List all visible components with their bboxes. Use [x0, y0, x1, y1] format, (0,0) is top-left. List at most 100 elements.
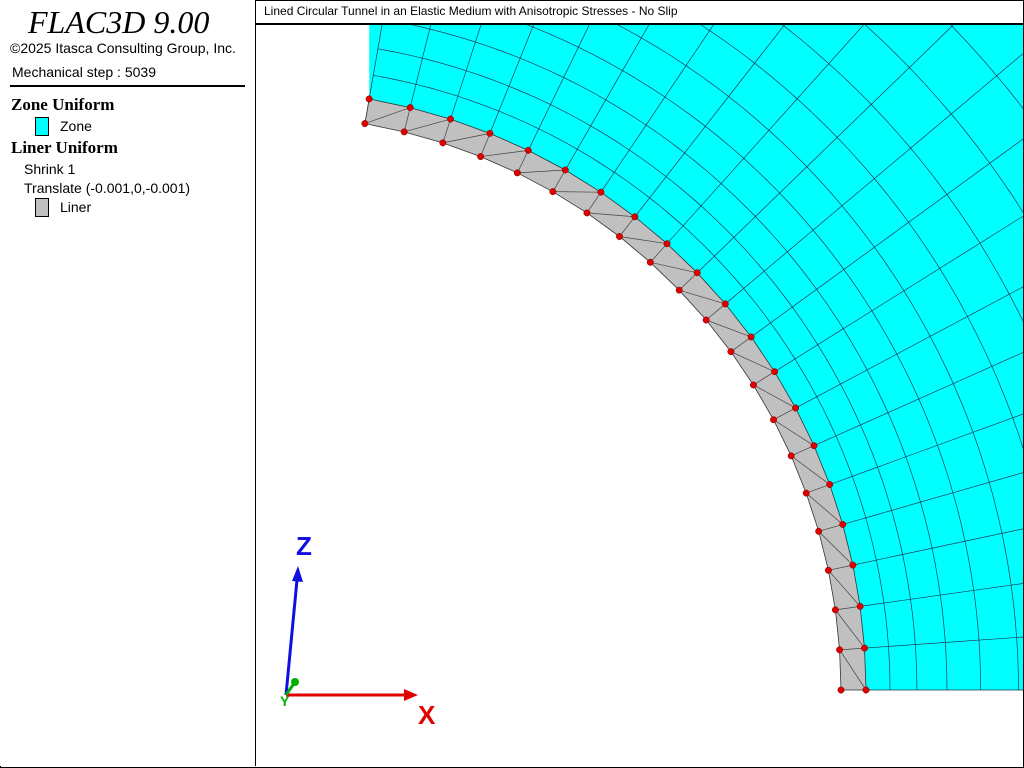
zone-mesh-radial: [565, 25, 650, 171]
liner-node: [447, 115, 454, 123]
liner-node: [862, 686, 870, 694]
legend-liner-translate: Translate (-0.001,0,-0.001): [24, 180, 191, 196]
y-axis-label: Y: [280, 693, 290, 709]
zone-mesh-radial: [795, 286, 1023, 409]
liner-element-diagonal: [818, 531, 854, 566]
zone-mesh-radial: [774, 215, 1023, 372]
liner-element-diagonal: [828, 570, 861, 607]
liner-node: [721, 300, 729, 308]
zone-mesh-ring: [617, 25, 1019, 691]
liner-node: [861, 644, 868, 652]
app-title: FLAC3D 9.00: [28, 4, 210, 40]
zone-mesh-radial: [725, 53, 1023, 305]
liner-node: [477, 153, 485, 161]
liner-element-diagonal: [619, 236, 668, 245]
liner-element-diagonal: [552, 191, 601, 193]
liner-element-diagonal: [773, 419, 815, 446]
zone-region: [369, 25, 1023, 690]
plot-title-rule: [256, 23, 1023, 25]
z-axis-label: Z: [296, 531, 312, 561]
liner-node: [747, 333, 755, 341]
liner-node: [824, 566, 832, 574]
zone-mesh-radial: [600, 25, 714, 193]
liner-element-diagonal: [650, 261, 698, 274]
zone-mesh-ring: [411, 25, 948, 691]
liner-node: [361, 120, 369, 128]
liner-node: [406, 104, 414, 112]
liner-node: [727, 348, 735, 356]
liner-node: [802, 489, 810, 497]
liner-element-edge: [730, 336, 752, 352]
liner-node: [826, 481, 834, 488]
zone-mesh-radial: [666, 25, 864, 244]
liner-node: [400, 128, 408, 136]
liner-node: [836, 646, 844, 654]
liner-node: [849, 561, 857, 569]
liner-element-edge: [839, 647, 865, 651]
y-axis-arrowhead: [291, 678, 299, 686]
liner-node: [839, 520, 847, 528]
liner-element-diagonal: [480, 150, 529, 157]
liner-element-edge: [705, 303, 726, 321]
liner-element-edge: [364, 98, 370, 124]
liner-node: [646, 258, 654, 266]
liner-node: [486, 129, 494, 137]
zone-mesh-ring: [700, 25, 1023, 450]
liner-node: [439, 139, 447, 147]
liner-node: [749, 381, 757, 389]
plot-title: Lined Circular Tunnel in an Elastic Medi…: [264, 4, 678, 18]
liner-element-edge: [835, 606, 861, 611]
z-axis-arrow: [284, 579, 299, 696]
liner-element-diagonal: [839, 649, 867, 691]
liner-element-edge: [650, 243, 668, 263]
zone-mesh-ring: [864, 25, 1023, 213]
liner-element-edge: [517, 150, 529, 173]
liner-element-diagonal: [364, 107, 411, 124]
liner-element-edge: [678, 272, 698, 291]
liner-node: [561, 166, 569, 174]
liner-color-swatch: [35, 198, 49, 217]
zone-mesh-ring: [782, 25, 1023, 322]
liner-element-diagonal: [806, 492, 843, 525]
x-axis-arrowhead: [404, 689, 418, 701]
liner-node: [583, 209, 591, 217]
liner-node: [815, 527, 823, 535]
liner-element-diagonal: [730, 351, 775, 373]
liner-node: [663, 240, 671, 248]
liner-element-diagonal: [679, 289, 726, 305]
liner-element-edge: [480, 133, 491, 157]
zone-mesh-radial: [813, 352, 1023, 446]
legend-panel: FLAC3D 9.00 ©2025 Itasca Consulting Grou…: [0, 0, 256, 766]
liner-element-edge: [442, 118, 451, 143]
zone-mesh-ring: [373, 74, 891, 691]
zone-mesh-radial: [829, 413, 1023, 485]
zone-mesh-radial: [842, 472, 1023, 525]
liner-node: [513, 169, 521, 177]
liner-node: [365, 95, 373, 103]
liner-node: [831, 606, 839, 614]
model-plot[interactable]: X Z Y: [256, 25, 1023, 767]
liner-node: [631, 213, 639, 221]
liner-element-edge: [818, 524, 843, 532]
liner-element-edge: [806, 484, 830, 494]
zone-mesh: [368, 25, 1023, 691]
liner-element-edge: [791, 445, 815, 457]
liner-node: [810, 442, 818, 450]
zone-mesh-radial: [634, 25, 785, 217]
legend-liner-heading: Liner Uniform: [11, 138, 118, 157]
liner-element-edge: [552, 169, 566, 192]
liner-element-diagonal: [790, 455, 830, 485]
liner-element-diagonal: [706, 319, 752, 338]
axis-triad: X Z Y: [280, 531, 436, 730]
liner-node: [524, 146, 532, 154]
zone-mesh-ring: [950, 25, 1023, 110]
legend-liner-shrink: Shrink 1: [24, 161, 76, 177]
liner-node: [771, 368, 779, 376]
zone-mesh-ring: [526, 25, 982, 691]
model-viewport[interactable]: Lined Circular Tunnel in an Elastic Medi…: [256, 0, 1023, 767]
z-axis-arrowhead: [292, 566, 303, 582]
zone-mesh-radial: [852, 528, 1023, 566]
liner-element-edge: [586, 191, 602, 214]
liner-node: [792, 404, 800, 412]
copyright-text: ©2025 Itasca Consulting Group, Inc.: [10, 40, 236, 56]
